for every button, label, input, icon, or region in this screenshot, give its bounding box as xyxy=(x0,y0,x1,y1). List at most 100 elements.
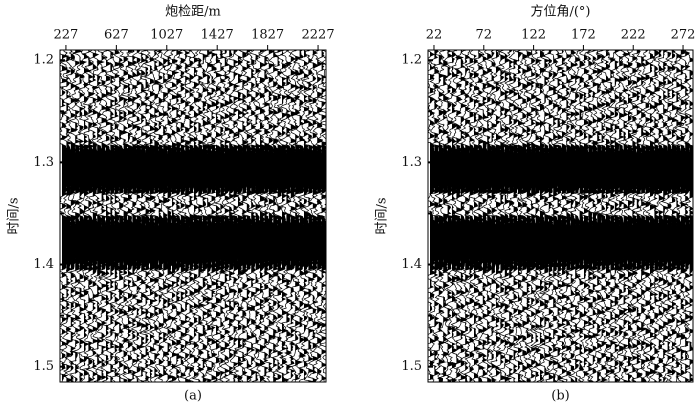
trace-line xyxy=(527,50,547,382)
trace-line xyxy=(558,50,578,382)
trace-line xyxy=(664,50,683,382)
trace-line xyxy=(142,50,161,382)
trace-line xyxy=(572,50,591,382)
trace-line xyxy=(315,50,326,382)
trace-fill xyxy=(119,50,130,382)
trace-fill xyxy=(154,50,166,382)
trace-fill xyxy=(268,50,281,382)
trace-line xyxy=(94,50,114,382)
trace-line xyxy=(208,50,228,382)
trace-line xyxy=(230,50,249,382)
trace-fill xyxy=(92,50,104,382)
x-tick-label: 1827 xyxy=(251,28,284,43)
trace-fill xyxy=(304,50,316,382)
plot-frame xyxy=(427,49,694,383)
trace-fill xyxy=(500,50,511,382)
trace-line xyxy=(467,50,485,382)
trace-fill xyxy=(88,50,100,382)
trace-fill xyxy=(663,50,675,382)
trace-fill xyxy=(606,50,617,382)
trace-line xyxy=(80,50,101,382)
trace-fill xyxy=(504,50,516,382)
trace-line xyxy=(458,50,477,382)
trace-line xyxy=(152,50,170,382)
trace-line xyxy=(85,50,104,382)
trace-fill xyxy=(242,50,254,382)
trace-line xyxy=(147,50,166,382)
trace-line xyxy=(505,50,525,382)
trace-line xyxy=(196,50,215,382)
trace-line xyxy=(275,50,294,382)
trace-line xyxy=(520,50,538,382)
trace-line xyxy=(683,50,693,382)
trace-line xyxy=(243,50,262,382)
trace-line xyxy=(660,50,680,382)
trace-line xyxy=(617,50,634,382)
trace-fill xyxy=(326,50,337,382)
trace-fill xyxy=(619,50,630,382)
trace-fill xyxy=(430,50,441,382)
trace-line xyxy=(271,50,290,382)
trace-fill xyxy=(75,50,87,382)
trace-line xyxy=(492,50,512,382)
trace-line xyxy=(261,50,282,382)
trace-line xyxy=(133,50,154,382)
trace-line xyxy=(165,50,184,382)
trace-line xyxy=(510,50,531,382)
trace-line xyxy=(190,50,210,382)
trace-line xyxy=(576,50,595,382)
trace-fill xyxy=(518,50,530,382)
trace-line xyxy=(432,50,450,382)
panel-caption: (b) xyxy=(551,389,569,404)
trace-line xyxy=(642,50,661,382)
trace-fill xyxy=(443,50,454,382)
trace-line xyxy=(489,50,507,382)
x-tick-label: 72 xyxy=(476,28,493,43)
trace-fill xyxy=(588,50,599,382)
trace-line xyxy=(484,50,503,382)
trace-fill xyxy=(584,50,594,382)
trace-line xyxy=(639,50,657,382)
trace-fill xyxy=(202,50,214,382)
trace-line xyxy=(291,50,312,382)
plot-frame xyxy=(59,49,327,383)
trace-line xyxy=(102,50,123,382)
trace-line xyxy=(77,50,95,382)
trace-line xyxy=(130,50,149,382)
trace-line xyxy=(138,50,157,382)
trace-line xyxy=(594,50,614,382)
trace-line xyxy=(444,50,463,382)
trace-line xyxy=(568,50,587,382)
trace-line xyxy=(172,50,193,382)
trace-line xyxy=(461,50,483,382)
trace-line xyxy=(283,50,303,382)
trace-fill xyxy=(592,50,604,382)
trace-line xyxy=(497,50,517,382)
trace-line xyxy=(624,50,645,382)
trace-line xyxy=(267,50,285,382)
trace-line xyxy=(239,50,258,382)
trace-line xyxy=(540,50,561,382)
x-tick-label: 272 xyxy=(671,28,696,43)
trace-line xyxy=(234,50,254,382)
trace-line xyxy=(628,50,648,382)
trace-line xyxy=(582,50,600,382)
y-tick-label: 1.2 xyxy=(33,53,54,68)
trace-fill xyxy=(478,50,489,382)
x-axis-title: 方位角/(°) xyxy=(530,4,590,20)
trace-line xyxy=(305,50,325,382)
trace-line xyxy=(546,50,565,382)
x-axis-title: 炮检距/m xyxy=(165,5,221,20)
trace-line xyxy=(252,50,271,382)
trace-line xyxy=(606,50,626,382)
trace-line xyxy=(651,50,670,382)
trace-fill xyxy=(123,50,135,382)
trace-fill xyxy=(317,50,326,382)
trace-fill xyxy=(509,50,520,382)
trace-fill xyxy=(163,50,174,382)
trace-fill xyxy=(645,50,656,382)
x-tick-label: 1027 xyxy=(150,28,183,43)
panel-caption: (a) xyxy=(184,389,202,404)
trace-fill xyxy=(207,50,218,382)
